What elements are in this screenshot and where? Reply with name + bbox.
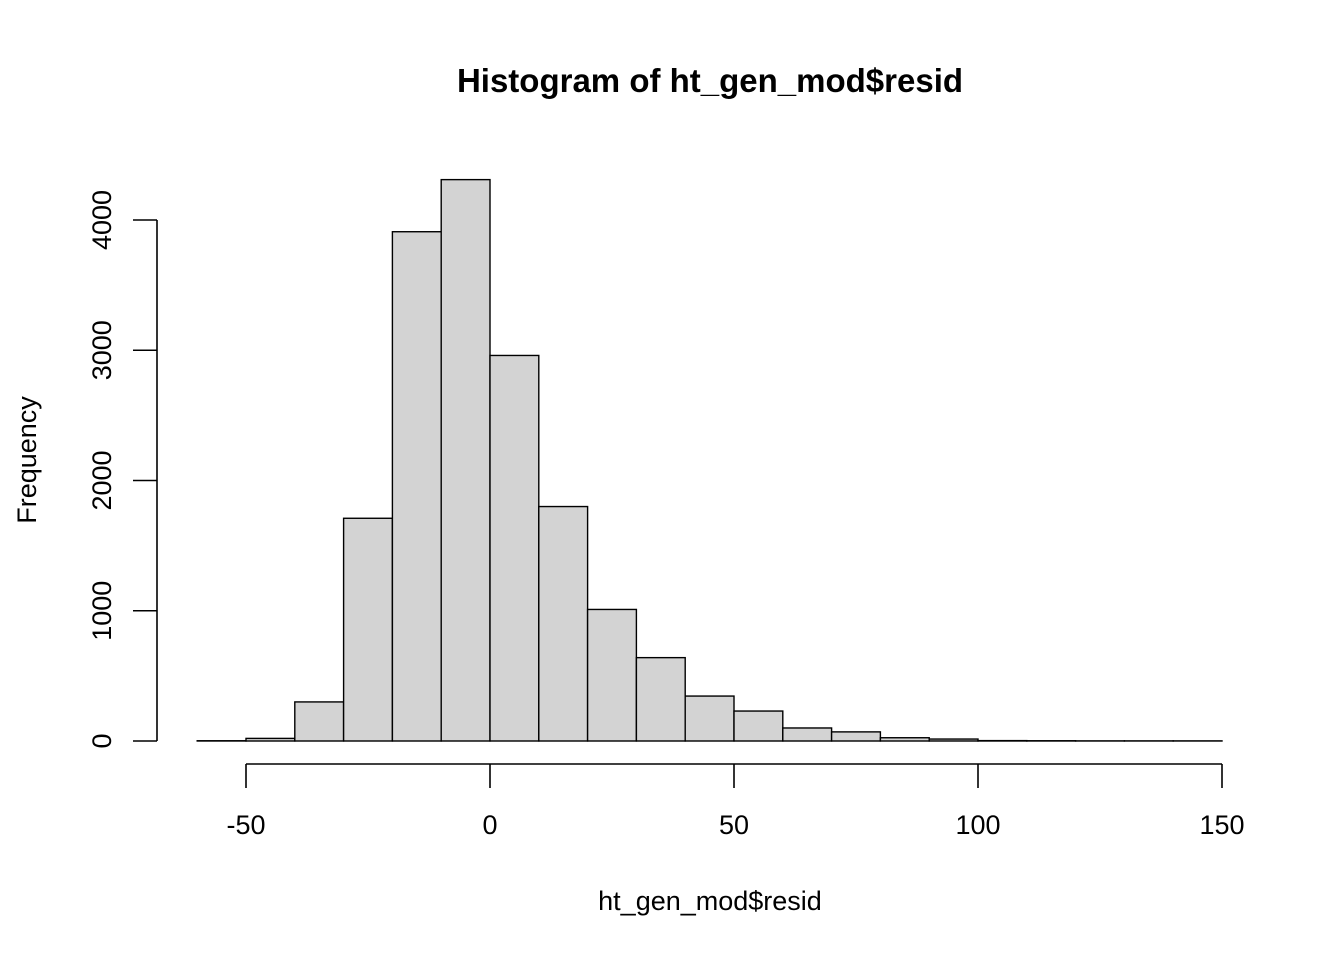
histogram-bar (782, 727, 833, 742)
histogram-bar (440, 178, 491, 742)
y-tick-label: 4000 (87, 190, 117, 250)
x-tick-label: 50 (719, 810, 749, 840)
x-tick-label: -50 (226, 810, 265, 840)
histogram-bar (342, 517, 394, 742)
histogram-bar (391, 231, 442, 742)
chart-title: Histogram of ht_gen_mod$resid (457, 62, 963, 99)
histogram-bar (830, 731, 882, 742)
histogram-bar (928, 738, 979, 742)
y-tick-label: 3000 (87, 320, 117, 380)
y-tick-label: 1000 (87, 581, 117, 641)
x-axis-label: ht_gen_mod$resid (598, 886, 822, 916)
y-axis-label: Frequency (12, 396, 42, 524)
y-tick-label: 2000 (87, 450, 117, 510)
histogram-bar (684, 695, 735, 742)
x-tick-label: 0 (482, 810, 497, 840)
histogram-bar (538, 505, 589, 742)
x-tick-label: 150 (1199, 810, 1244, 840)
histogram-bar (879, 737, 930, 742)
histogram-bar (635, 656, 686, 742)
x-axis: -50 0 50 100 150 (226, 763, 1245, 840)
histogram-bars (196, 178, 1223, 742)
y-axis: 0 1000 2000 3000 4000 (87, 190, 158, 749)
x-tick-label: 100 (955, 810, 1000, 840)
histogram-bar (733, 710, 784, 742)
histogram-bar (294, 701, 345, 742)
histogram-bar (489, 354, 540, 742)
y-tick-label: 0 (87, 733, 117, 748)
histogram-bar (586, 608, 638, 742)
histogram-bar (245, 737, 296, 742)
